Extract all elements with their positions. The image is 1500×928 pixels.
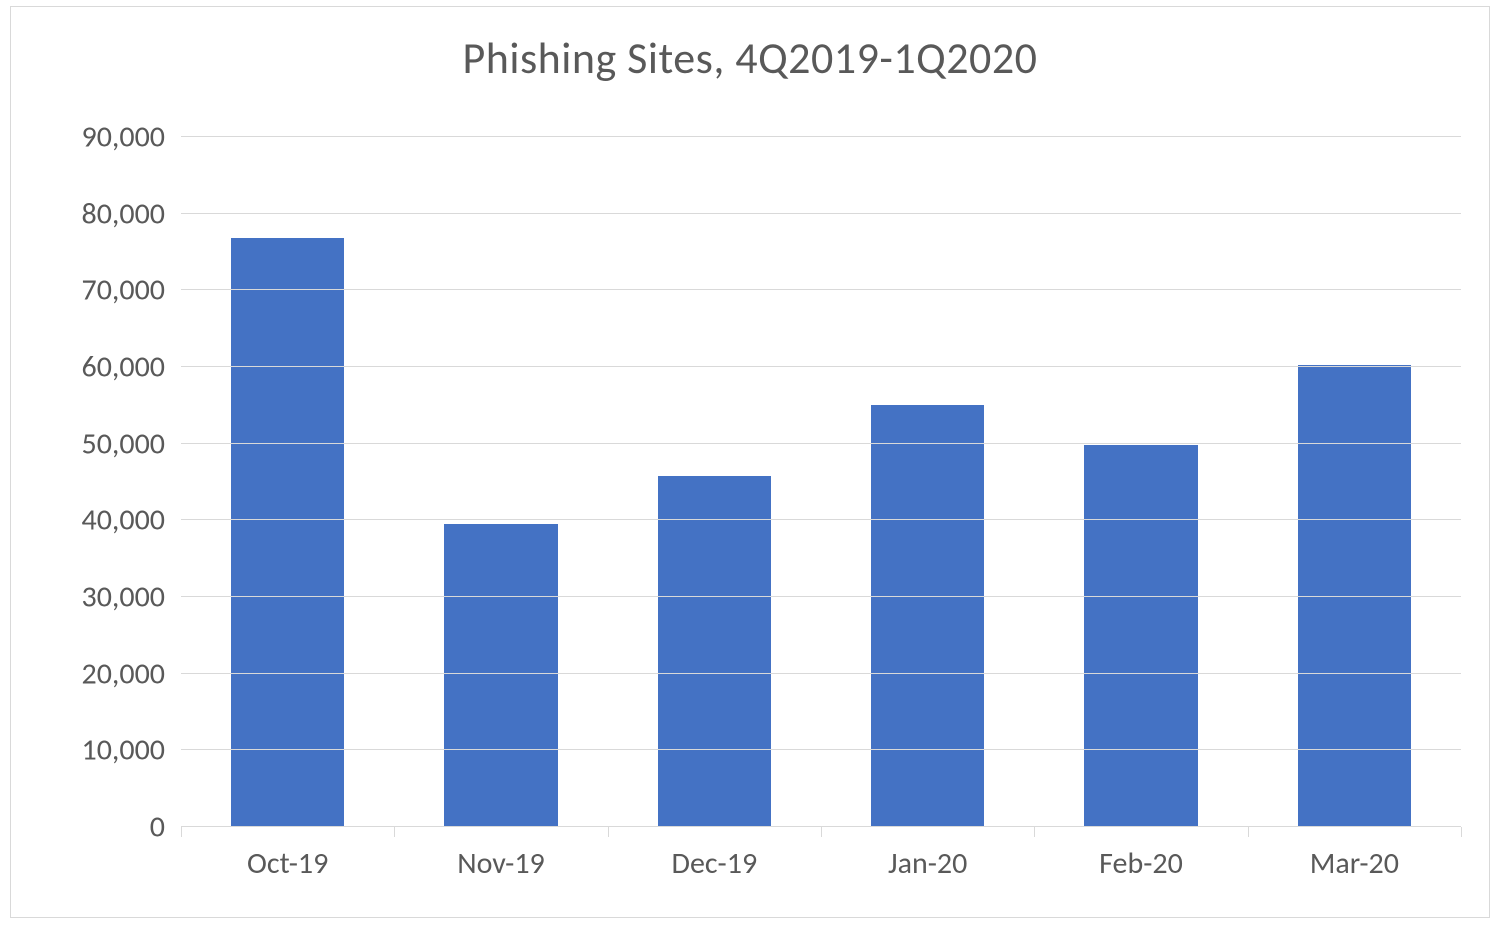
gridline	[181, 213, 1461, 214]
y-tick-label: 80,000	[81, 195, 165, 232]
y-tick-label: 40,000	[81, 502, 165, 539]
gridline	[181, 749, 1461, 750]
y-tick-label: 70,000	[81, 272, 165, 309]
chart-title: Phishing Sites, 4Q2019-1Q2020	[11, 31, 1489, 85]
x-axis-labels: Oct-19 Nov-19 Dec-19 Jan-20 Feb-20 Mar-20	[181, 845, 1461, 885]
bars-group	[181, 137, 1461, 827]
y-tick-label: 30,000	[81, 579, 165, 616]
x-tick-label: Mar-20	[1310, 845, 1399, 882]
bar	[658, 476, 771, 827]
gridline	[181, 289, 1461, 290]
x-tick	[1461, 827, 1462, 837]
x-tick	[608, 827, 609, 837]
y-tick-label: 60,000	[81, 349, 165, 386]
plot-area: 010,00020,00030,00040,00050,00060,00070,…	[181, 137, 1461, 827]
x-tick-label: Nov-19	[457, 845, 545, 882]
y-tick-label: 90,000	[81, 119, 165, 156]
bar	[231, 238, 344, 827]
chart-frame: Phishing Sites, 4Q2019-1Q2020 010,00020,…	[10, 6, 1490, 918]
gridline	[181, 519, 1461, 520]
gridline	[181, 673, 1461, 674]
x-tick	[821, 827, 822, 837]
x-tick	[181, 827, 182, 837]
bar	[871, 405, 984, 827]
chart-container: Phishing Sites, 4Q2019-1Q2020 010,00020,…	[0, 0, 1500, 928]
x-tick	[394, 827, 395, 837]
x-tick-label: Dec-19	[671, 845, 757, 882]
x-tick-label: Oct-19	[247, 845, 328, 882]
y-tick-label: 0	[150, 809, 165, 846]
y-tick-label: 10,000	[81, 732, 165, 769]
y-tick-label: 20,000	[81, 655, 165, 692]
y-tick-label: 50,000	[81, 425, 165, 462]
gridline	[181, 443, 1461, 444]
gridline	[181, 366, 1461, 367]
bar	[1084, 445, 1197, 827]
gridline	[181, 596, 1461, 597]
x-tick-label: Jan-20	[888, 845, 967, 882]
x-tick-label: Feb-20	[1099, 845, 1183, 882]
gridline	[181, 136, 1461, 137]
x-tick	[1248, 827, 1249, 837]
x-tick	[1034, 827, 1035, 837]
bar	[444, 524, 557, 827]
